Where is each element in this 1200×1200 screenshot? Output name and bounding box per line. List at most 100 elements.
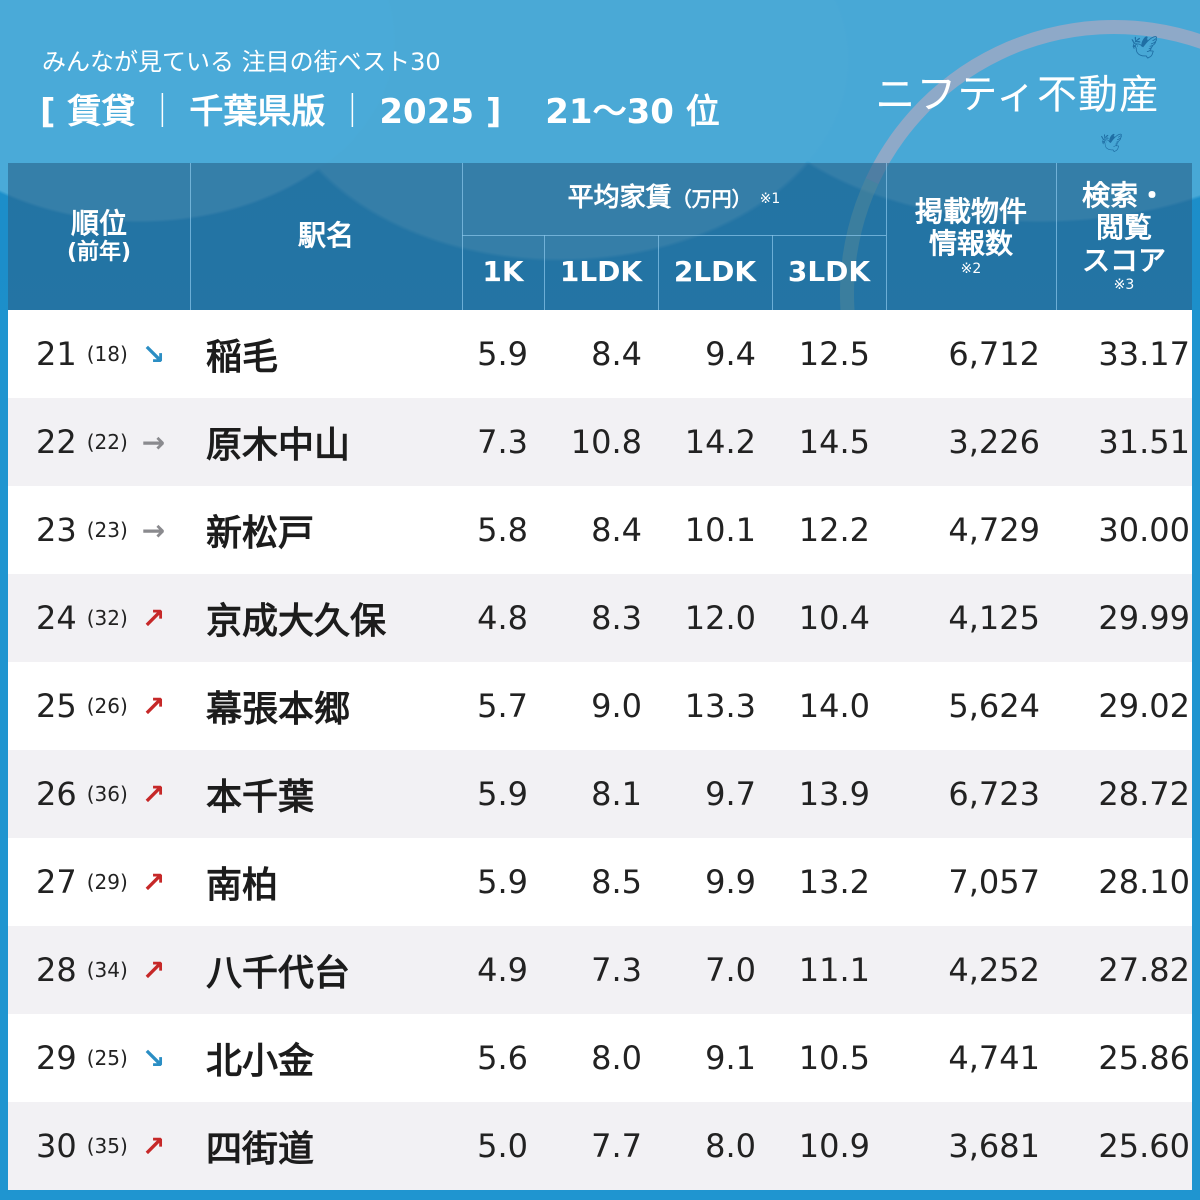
previous-rank: (29) — [86, 870, 128, 894]
rank-value: 22 — [36, 423, 77, 461]
search-score: 33.17 — [1098, 335, 1190, 373]
rank-cell: 26 (36) ↗ — [36, 750, 196, 838]
frame-border — [0, 310, 8, 1200]
rent-3ldk: 12.2 — [798, 511, 870, 549]
rank-cell: 24 (32) ↗ — [36, 574, 196, 662]
search-score: 28.72 — [1098, 775, 1190, 813]
column-divider — [1056, 163, 1057, 310]
rent-2ldk: 10.1 — [684, 511, 756, 549]
table-row: 25 (26) ↗ 幕張本郷 5.7 9.0 13.3 14.0 5,624 2… — [8, 662, 1192, 750]
search-score: 27.82 — [1098, 951, 1190, 989]
rent-1k: 4.8 — [477, 599, 528, 637]
rent-2ldk: 8.0 — [705, 1127, 756, 1165]
previous-rank: (23) — [86, 518, 128, 542]
rank-cell: 25 (26) ↗ — [36, 662, 196, 750]
rank-cell: 30 (35) ↗ — [36, 1102, 196, 1190]
column-group-rent: 平均家賃 （万円） ※1 — [462, 163, 886, 235]
rent-3ldk: 12.5 — [798, 335, 870, 373]
column-divider — [462, 163, 463, 310]
rent-header-note: ※1 — [759, 190, 781, 207]
title-category: 賃貸 — [67, 92, 136, 132]
previous-rank: (35) — [86, 1134, 128, 1158]
search-score: 31.51 — [1098, 423, 1190, 461]
station-name: 八千代台 — [206, 953, 351, 994]
rent-2ldk: 9.9 — [705, 863, 756, 901]
rent-1ldk: 8.4 — [591, 335, 642, 373]
search-score: 29.99 — [1098, 599, 1190, 637]
previous-rank: (25) — [86, 1046, 128, 1070]
search-score: 29.02 — [1098, 687, 1190, 725]
rank-value: 28 — [36, 951, 77, 989]
rent-1ldk: 10.8 — [570, 423, 642, 461]
rank-cell: 27 (29) ↗ — [36, 838, 196, 926]
column-divider — [886, 163, 887, 310]
column-header-score: 検索・ 閲覧 スコア ※3 — [1056, 163, 1192, 310]
title-range: 21〜30 位 — [545, 92, 720, 132]
rent-3ldk: 14.5 — [798, 423, 870, 461]
rank-value: 25 — [36, 687, 77, 725]
rent-3ldk: 10.4 — [798, 599, 870, 637]
rent-header-unit: （万円） — [671, 186, 752, 211]
rent-3ldk: 13.9 — [798, 775, 870, 813]
rent-1ldk: 7.7 — [591, 1127, 642, 1165]
rent-1ldk: 8.3 — [591, 599, 642, 637]
station-name: 南柏 — [206, 865, 279, 906]
rent-3ldk: 10.5 — [798, 1039, 870, 1077]
station-name: 四街道 — [206, 1129, 315, 1170]
rent-1ldk: 8.1 — [591, 775, 642, 813]
listings-header-line1: 掲載物件 — [914, 195, 1027, 229]
rent-2ldk: 7.0 — [705, 951, 756, 989]
trend-arrow-icon: ↗ — [141, 601, 166, 635]
rent-1k: 5.0 — [477, 1127, 528, 1165]
listing-count: 3,681 — [948, 1127, 1040, 1165]
brand-logo: ニフティ不動産 — [875, 72, 1160, 118]
rank-value: 23 — [36, 511, 77, 549]
table-row: 29 (25) ↘ 北小金 5.6 8.0 9.1 10.5 4,741 25.… — [8, 1014, 1192, 1102]
rent-1k: 7.3 — [477, 423, 528, 461]
rent-1ldk: 7.3 — [591, 951, 642, 989]
frame-border — [1192, 310, 1200, 1200]
column-divider — [190, 163, 191, 310]
table-row: 21 (18) ↘ 稲毛 5.9 8.4 9.4 12.5 6,712 33.1… — [8, 310, 1192, 398]
previous-rank: (34) — [86, 958, 128, 982]
listing-count: 6,723 — [948, 775, 1040, 813]
title-separator: ｜ — [145, 92, 180, 132]
rank-cell: 22 (22) → — [36, 398, 196, 486]
trend-arrow-icon: → — [141, 425, 166, 459]
rank-cell: 21 (18) ↘ — [36, 310, 196, 398]
search-score: 30.00 — [1098, 511, 1190, 549]
frame-border — [0, 1190, 1200, 1200]
rank-value: 30 — [36, 1127, 77, 1165]
listings-header-line2: 情報数 — [928, 227, 1013, 261]
bird-icon: 🕊 — [1100, 133, 1123, 154]
rent-3ldk: 10.9 — [798, 1127, 870, 1165]
station-name: 幕張本郷 — [206, 689, 351, 730]
rent-1ldk: 9.0 — [591, 687, 642, 725]
table-row: 27 (29) ↗ 南柏 5.9 8.5 9.9 13.2 7,057 28.1… — [8, 838, 1192, 926]
table-row: 30 (35) ↗ 四街道 5.0 7.7 8.0 10.9 3,681 25.… — [8, 1102, 1192, 1190]
column-header-2ldk: 2LDK — [673, 255, 757, 289]
rent-1k: 5.9 — [477, 775, 528, 813]
header-divider — [462, 235, 886, 236]
column-header-station: 駅名 — [297, 219, 354, 253]
search-score: 25.60 — [1098, 1127, 1190, 1165]
rent-1ldk: 8.4 — [591, 511, 642, 549]
rank-value: 26 — [36, 775, 77, 813]
station-name: 北小金 — [206, 1041, 315, 1082]
station-name: 原木中山 — [206, 425, 351, 466]
rent-3ldk: 14.0 — [798, 687, 870, 725]
rent-2ldk: 14.2 — [684, 423, 756, 461]
rank-value: 29 — [36, 1039, 77, 1077]
search-score: 25.86 — [1098, 1039, 1190, 1077]
listing-count: 3,226 — [948, 423, 1040, 461]
rent-3ldk: 13.2 — [798, 863, 870, 901]
rank-header-sub: (前年) — [66, 239, 132, 265]
rent-1k: 5.6 — [477, 1039, 528, 1077]
listing-count: 4,125 — [948, 599, 1040, 637]
ranking-table: 順位 (前年) 駅名 平均家賃 （万円） ※1 1K 1LDK 2LDK 3LD… — [8, 163, 1192, 1190]
table-row: 28 (34) ↗ 八千代台 4.9 7.3 7.0 11.1 4,252 27… — [8, 926, 1192, 1014]
score-header-line2: 閲覧 — [1095, 211, 1152, 245]
rent-1k: 5.7 — [477, 687, 528, 725]
page-subtitle: みんなが見ている 注目の街ベスト30 — [42, 48, 441, 76]
listing-count: 5,624 — [948, 687, 1040, 725]
